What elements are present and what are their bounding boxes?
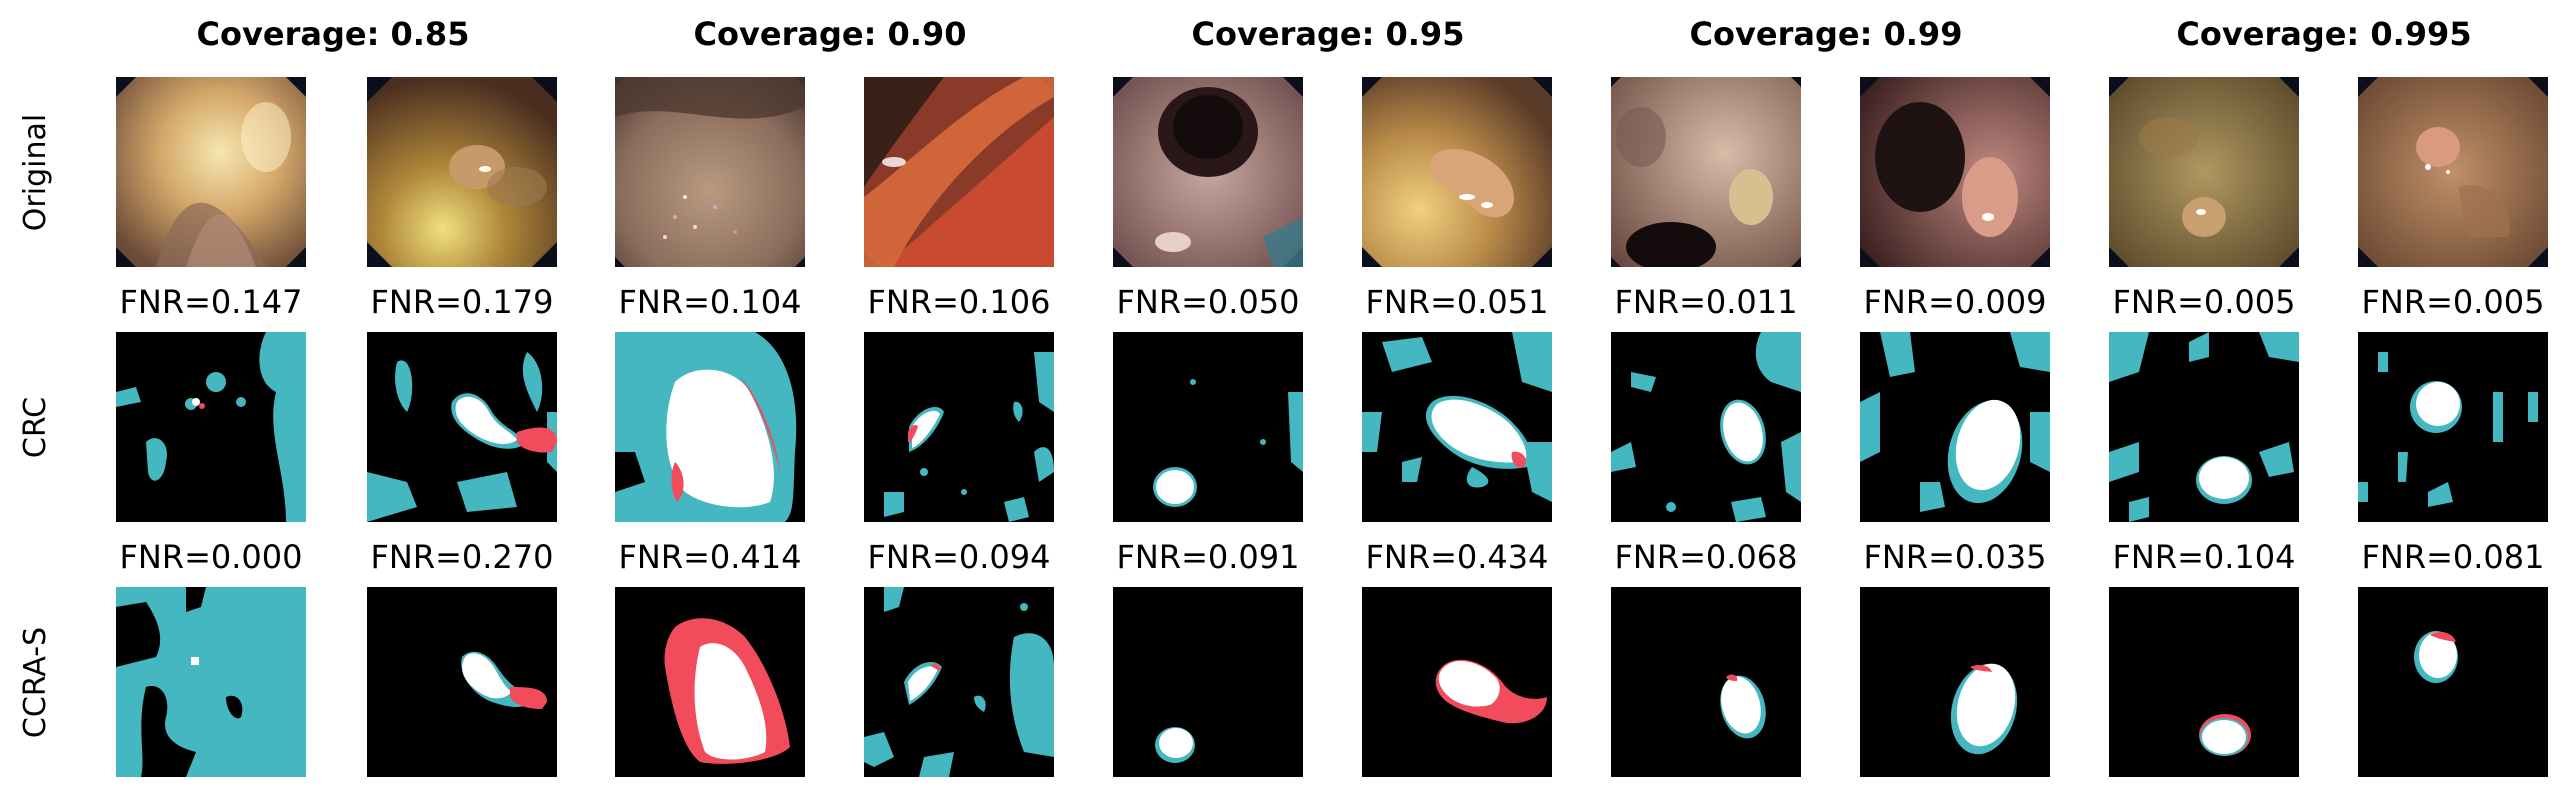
ccra-mask-10 — [2358, 587, 2548, 777]
crc-mask-6 — [1362, 332, 1552, 522]
ccra-mask-4 — [864, 587, 1054, 777]
ccra-fnr-4: FNR=0.094 — [867, 538, 1051, 576]
ccra-mask-2 — [367, 587, 557, 777]
ccra-fnr-3: FNR=0.414 — [618, 538, 802, 576]
original-image-4 — [864, 77, 1054, 267]
crc-mask-10 — [2358, 332, 2548, 522]
ccra-fnr-10: FNR=0.081 — [2361, 538, 2545, 576]
ccra-fnr-2: FNR=0.270 — [370, 538, 554, 576]
crc-mask-1 — [116, 332, 306, 522]
crc-mask-5 — [1113, 332, 1303, 522]
ccra-mask-9 — [2109, 587, 2299, 777]
coverage-title-1: Coverage: 0.85 — [196, 15, 470, 53]
original-image-2 — [367, 77, 557, 267]
crc-fnr-3: FNR=0.104 — [618, 283, 802, 321]
crc-mask-4 — [864, 332, 1054, 522]
original-image-8 — [1860, 77, 2050, 267]
crc-fnr-10: FNR=0.005 — [2361, 283, 2545, 321]
crc-fnr-4: FNR=0.106 — [867, 283, 1051, 321]
crc-fnr-8: FNR=0.009 — [1863, 283, 2047, 321]
crc-mask-9 — [2109, 332, 2299, 522]
original-image-7 — [1611, 77, 1801, 267]
ccra-fnr-5: FNR=0.091 — [1116, 538, 1300, 576]
crc-fnr-7: FNR=0.011 — [1614, 283, 1798, 321]
original-image-6 — [1362, 77, 1552, 267]
crc-mask-2 — [367, 332, 557, 522]
ccra-mask-8 — [1860, 587, 2050, 777]
ccra-mask-6 — [1362, 587, 1552, 777]
original-image-9 — [2109, 77, 2299, 267]
crc-fnr-6: FNR=0.051 — [1365, 283, 1549, 321]
ccra-fnr-1: FNR=0.000 — [119, 538, 303, 576]
coverage-title-2: Coverage: 0.90 — [693, 15, 967, 53]
crc-mask-3 — [615, 332, 805, 522]
ccra-mask-3 — [615, 587, 805, 777]
crc-mask-8 — [1860, 332, 2050, 522]
coverage-title-4: Coverage: 0.99 — [1689, 15, 1963, 53]
row-label-crc: CRC — [18, 396, 54, 458]
row-label-ccra: CCRA-S — [18, 626, 54, 738]
ccra-mask-7 — [1611, 587, 1801, 777]
row-label-original: Original — [18, 113, 54, 231]
original-image-10 — [2358, 77, 2548, 267]
crc-fnr-1: FNR=0.147 — [119, 283, 303, 321]
ccra-fnr-9: FNR=0.104 — [2112, 538, 2296, 576]
coverage-title-3: Coverage: 0.95 — [1191, 15, 1465, 53]
ccra-mask-1 — [116, 587, 306, 777]
original-image-3 — [615, 77, 805, 267]
ccra-fnr-8: FNR=0.035 — [1863, 538, 2047, 576]
original-image-1 — [116, 77, 306, 267]
coverage-title-5: Coverage: 0.995 — [2176, 15, 2472, 53]
crc-fnr-9: FNR=0.005 — [2112, 283, 2296, 321]
crc-fnr-2: FNR=0.179 — [370, 283, 554, 321]
ccra-fnr-6: FNR=0.434 — [1365, 538, 1549, 576]
crc-fnr-5: FNR=0.050 — [1116, 283, 1300, 321]
original-image-5 — [1113, 77, 1303, 267]
crc-mask-7 — [1611, 332, 1801, 522]
ccra-mask-5 — [1113, 587, 1303, 777]
ccra-fnr-7: FNR=0.068 — [1614, 538, 1798, 576]
